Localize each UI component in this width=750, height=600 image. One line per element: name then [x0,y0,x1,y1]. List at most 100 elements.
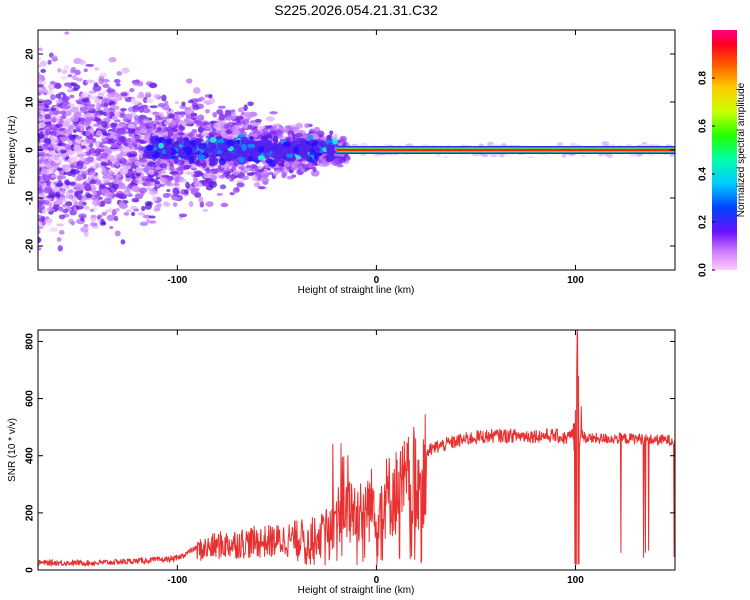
spectrogram-cell [40,68,47,74]
spectrogram-cell [248,136,254,141]
spectrogram-cell [52,204,60,211]
spectrogram-cell [131,107,140,113]
spectrogram-cell [327,142,333,151]
spectrogram-cell [110,123,117,129]
spectrogram-cell [50,107,57,111]
spectrogram-cell [318,161,327,167]
spectrogram-cell [60,190,66,195]
spectrogram-cell [96,102,102,109]
spectrogram-cell [131,197,139,203]
spectrogram-cell [165,147,173,156]
spectrogram-cell [79,117,86,122]
spectrogram-cell [52,152,59,159]
spectrogram-cell [62,203,67,208]
spectrogram-cell [75,77,83,82]
spectrogram-cell [38,182,43,188]
snr-y-axis-label: SNR (10 * v/v) [7,418,18,482]
y-tick-label: 20 [25,48,36,60]
spectrogram-cell [92,137,97,143]
spectrogram-cell [245,164,252,169]
spectrogram-cell [68,193,74,200]
spectrogram-cell [218,113,226,121]
spectrogram-cell [85,79,95,84]
spectrogram-cell [49,160,56,167]
spectrogram-cell [168,113,175,119]
spectrogram-cell [278,145,287,152]
spectrogram-cell [89,208,95,213]
spectrogram-cell [92,190,98,196]
spectrogram-cell [192,177,199,183]
spectrogram-cell [76,135,83,140]
spectrogram-cell [184,110,193,115]
spectrogram-cell [173,189,179,196]
spectrogram-cell [61,101,70,106]
spectrogram-cell [208,181,218,188]
spectrogram-cell [326,135,332,142]
spectrogram-cell [52,201,60,205]
spectrogram-cell [44,171,50,175]
spectrogram-cell [142,107,151,114]
spectrogram-cell [65,180,71,186]
spectrogram-cell [124,162,134,167]
spectrogram-cell [192,187,200,192]
spectrogram-cell [70,82,78,87]
spectrogram-cell [235,150,244,158]
spectrogram-cell [58,117,64,125]
spectrogram-marks [38,31,675,252]
spectrogram-cell [74,69,81,76]
x-tick-label: 100 [567,575,584,586]
spectrogram-cell [58,197,67,203]
spectrogram-cell [118,184,127,190]
spectrogram-cell [198,143,207,150]
spectrogram-cell [270,152,278,159]
spectrogram-cell [200,162,207,168]
spectrogram-cell [338,156,347,164]
spectrogram-cell [70,220,76,226]
spectrogram-cell [43,187,51,194]
spectrogram-cell [219,184,227,190]
spectrogram-cell [99,152,109,159]
x-tick-label: -100 [167,575,187,586]
spectrogram-cell [299,138,306,145]
y-tick-label: 0 [25,567,36,573]
spectrogram-cell [115,82,121,87]
spectrogram-cell [50,175,57,179]
spectrogram-cell [193,170,202,175]
spectrogram-cell [116,153,123,160]
spectrogram-cell [88,90,97,94]
spectrogram-cell [120,92,128,97]
spectrogram-cell [208,162,216,167]
spectrogram-cell [192,104,200,111]
spectrogram-cell [89,95,98,101]
spectrogram-cell [40,215,46,222]
spectrogram-cell [208,97,216,105]
spectrogram-cell [338,142,343,145]
spectrogram-cell [297,145,304,153]
spectrogram-cell [178,178,187,183]
spectrogram-cell [171,120,177,126]
spectrogram-cell [103,197,112,204]
spectrogram-cell [171,133,179,140]
spectrogram-cell [205,201,214,208]
spectrogram-cell [155,176,160,180]
spectrogram-cell [118,201,125,208]
spectrogram-cell [56,237,62,242]
spectrogram-cell [98,143,104,148]
spectrogram-cell [70,106,80,113]
spectrogram-cell [184,189,189,194]
spectrogram-cell [123,168,129,174]
spectrogram-cell [68,181,76,186]
spectrogram-cell [226,139,235,146]
spectrogram-cell [85,193,93,199]
spectrogram-cell [90,152,97,157]
spectrogram-cell [288,147,295,152]
spectrogram-cell [101,121,108,128]
spectrogram-cell [99,183,106,189]
spectrogram-cell [103,192,112,198]
spectrogram-cell [527,156,535,159]
spectrogram-cell [139,187,147,194]
spectrogram-cell [304,122,310,129]
spectrogram-cell [160,116,168,121]
spectrogram-cell [125,209,132,213]
